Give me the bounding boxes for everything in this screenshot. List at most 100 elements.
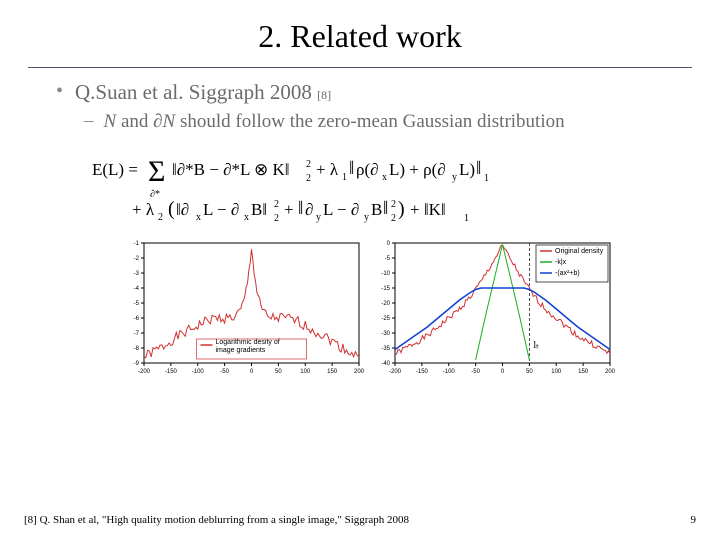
svg-text:-100: -100: [443, 369, 456, 375]
svg-text:-50: -50: [471, 369, 480, 375]
svg-text:200: 200: [605, 369, 616, 375]
chart-right-svg: -200-150-100-50050100150200-40-35-30-25-…: [371, 237, 616, 377]
svg-text:150: 150: [327, 369, 338, 375]
svg-text:‖: ‖: [476, 158, 481, 179]
sub-dash-icon: –: [84, 110, 94, 132]
svg-text:‖: ‖: [383, 198, 388, 219]
svg-text:): ): [398, 198, 405, 220]
footer-citation: [8] Q. Shan et al, "High quality motion …: [24, 514, 409, 526]
svg-text:-3: -3: [134, 271, 140, 277]
svg-text:Σ: Σ: [148, 155, 165, 188]
chart-left: -200 -150 -100 -50 0 50 100 150 200 -9 -8 -7 -6 -5 -4 -…: [120, 237, 365, 382]
svg-text:-150: -150: [165, 369, 178, 375]
svg-text:2: 2: [306, 173, 311, 184]
slide-title: 2. Related work: [0, 0, 720, 63]
svg-text:+ λ: + λ: [316, 160, 339, 179]
svg-text:x: x: [196, 212, 201, 223]
svg-text:-35: -35: [381, 346, 390, 352]
bullet-dot-icon: •: [56, 78, 63, 104]
svg-text:-200: -200: [389, 369, 402, 375]
svg-text:E(L) =: E(L) =: [92, 160, 138, 179]
svg-text:x: x: [244, 212, 249, 223]
svg-text:-8: -8: [134, 346, 140, 352]
svg-text:-5: -5: [385, 256, 391, 262]
svg-text:-5: -5: [134, 301, 140, 307]
chart-right: -200-150-100-50050100150200-40-35-30-25-…: [371, 237, 616, 382]
content-area: • Q.Suan et al. Siggraph 2008 [8] – N an…: [0, 78, 720, 382]
svg-text:-25: -25: [381, 316, 390, 322]
svg-text:2: 2: [274, 213, 279, 224]
svg-text:-30: -30: [381, 331, 390, 337]
svg-text:-2: -2: [134, 256, 140, 262]
bullet-main: • Q.Suan et al. Siggraph 2008 [8]: [56, 78, 680, 106]
svg-text:0: 0: [250, 369, 254, 375]
sub-text: N and ∂N should follow the zero-mean Gau…: [104, 110, 565, 135]
footer: [8] Q. Shan et al, "High quality motion …: [24, 514, 696, 526]
svg-text:+: +: [284, 200, 294, 219]
svg-text:-50: -50: [220, 369, 229, 375]
sym-dN: ∂N: [153, 111, 175, 132]
svg-text:2: 2: [391, 213, 396, 224]
svg-text:B‖: B‖: [251, 200, 267, 219]
equation-block: E(L) = Σ ∂* ‖∂*B − ∂*L ⊗ K‖ 2 2 + λ 1 ‖ …: [92, 145, 680, 231]
svg-text:∂*: ∂*: [150, 189, 160, 200]
sub-rest: should follow the zero-mean Gaussian dis…: [175, 111, 564, 132]
sub-between: and: [116, 111, 153, 132]
svg-text:‖∂: ‖∂: [176, 200, 189, 219]
svg-text:Original density: Original density: [555, 248, 604, 255]
chart-left-svg: -200 -150 -100 -50 0 50 100 150 200 -9 -8 -7 -6 -5 -4 -…: [120, 237, 365, 377]
svg-text:L − ∂: L − ∂: [323, 200, 359, 219]
svg-text:-20: -20: [381, 301, 390, 307]
svg-text:-1: -1: [134, 241, 140, 247]
svg-text:100: 100: [551, 369, 562, 375]
svg-text:2: 2: [274, 199, 279, 210]
svg-text:100: 100: [300, 369, 311, 375]
sym-N: N: [104, 111, 117, 132]
title-rule: [28, 67, 692, 68]
svg-text:B: B: [371, 200, 382, 219]
svg-text:2: 2: [158, 212, 163, 223]
svg-text:-150: -150: [416, 369, 429, 375]
svg-text:‖: ‖: [298, 198, 303, 219]
svg-text:200: 200: [354, 369, 365, 375]
svg-text:L): L): [459, 160, 475, 179]
svg-text:-40: -40: [381, 361, 390, 367]
svg-text:-k|x: -k|x: [555, 259, 567, 266]
bullet-venue: Siggraph 2008: [189, 80, 312, 104]
svg-text:ρ(∂: ρ(∂: [356, 160, 379, 179]
svg-text:-15: -15: [381, 286, 390, 292]
svg-text:-100: -100: [192, 369, 205, 375]
svg-text:(: (: [168, 198, 175, 220]
svg-text:lₜ: lₜ: [533, 340, 539, 351]
svg-text:-4: -4: [134, 286, 140, 292]
charts-row: -200-150-100-50050100150200-9-8-7-6-5-4-…: [56, 237, 680, 382]
svg-text:0: 0: [387, 241, 391, 247]
svg-text:‖: ‖: [349, 158, 354, 179]
svg-text:-10: -10: [381, 271, 390, 277]
svg-text:50: 50: [275, 369, 282, 375]
svg-text:1: 1: [464, 213, 469, 224]
svg-text:+ ‖K‖: + ‖K‖: [410, 200, 446, 219]
svg-text:2: 2: [306, 159, 311, 170]
svg-text:-7: -7: [134, 331, 140, 337]
svg-text:1: 1: [342, 172, 347, 183]
svg-text:x: x: [382, 172, 387, 183]
svg-text:y: y: [364, 212, 369, 223]
equation-svg: E(L) = Σ ∂* ‖∂*B − ∂*L ⊗ K‖ 2 2 + λ 1 ‖ …: [92, 147, 632, 229]
svg-text:-6: -6: [134, 316, 140, 322]
svg-text:-9: -9: [134, 361, 140, 367]
svg-text:1: 1: [484, 173, 489, 184]
svg-text:L − ∂: L − ∂: [203, 200, 239, 219]
svg-text:2: 2: [391, 199, 396, 210]
svg-text:+ λ: + λ: [132, 200, 155, 219]
bullet-author: Q.Suan et al.: [75, 80, 183, 104]
svg-text:y: y: [452, 172, 457, 183]
svg-text:∂: ∂: [305, 200, 313, 219]
svg-text:-200: -200: [138, 369, 151, 375]
bullet-cite: [8]: [317, 88, 331, 102]
svg-text:y: y: [316, 212, 321, 223]
svg-text:‖∂*B − ∂*L ⊗ K‖: ‖∂*B − ∂*L ⊗ K‖: [172, 160, 290, 179]
svg-text:0: 0: [501, 369, 505, 375]
svg-text:150: 150: [578, 369, 589, 375]
sub-bullet: – N and ∂N should follow the zero-mean G…: [84, 110, 680, 135]
